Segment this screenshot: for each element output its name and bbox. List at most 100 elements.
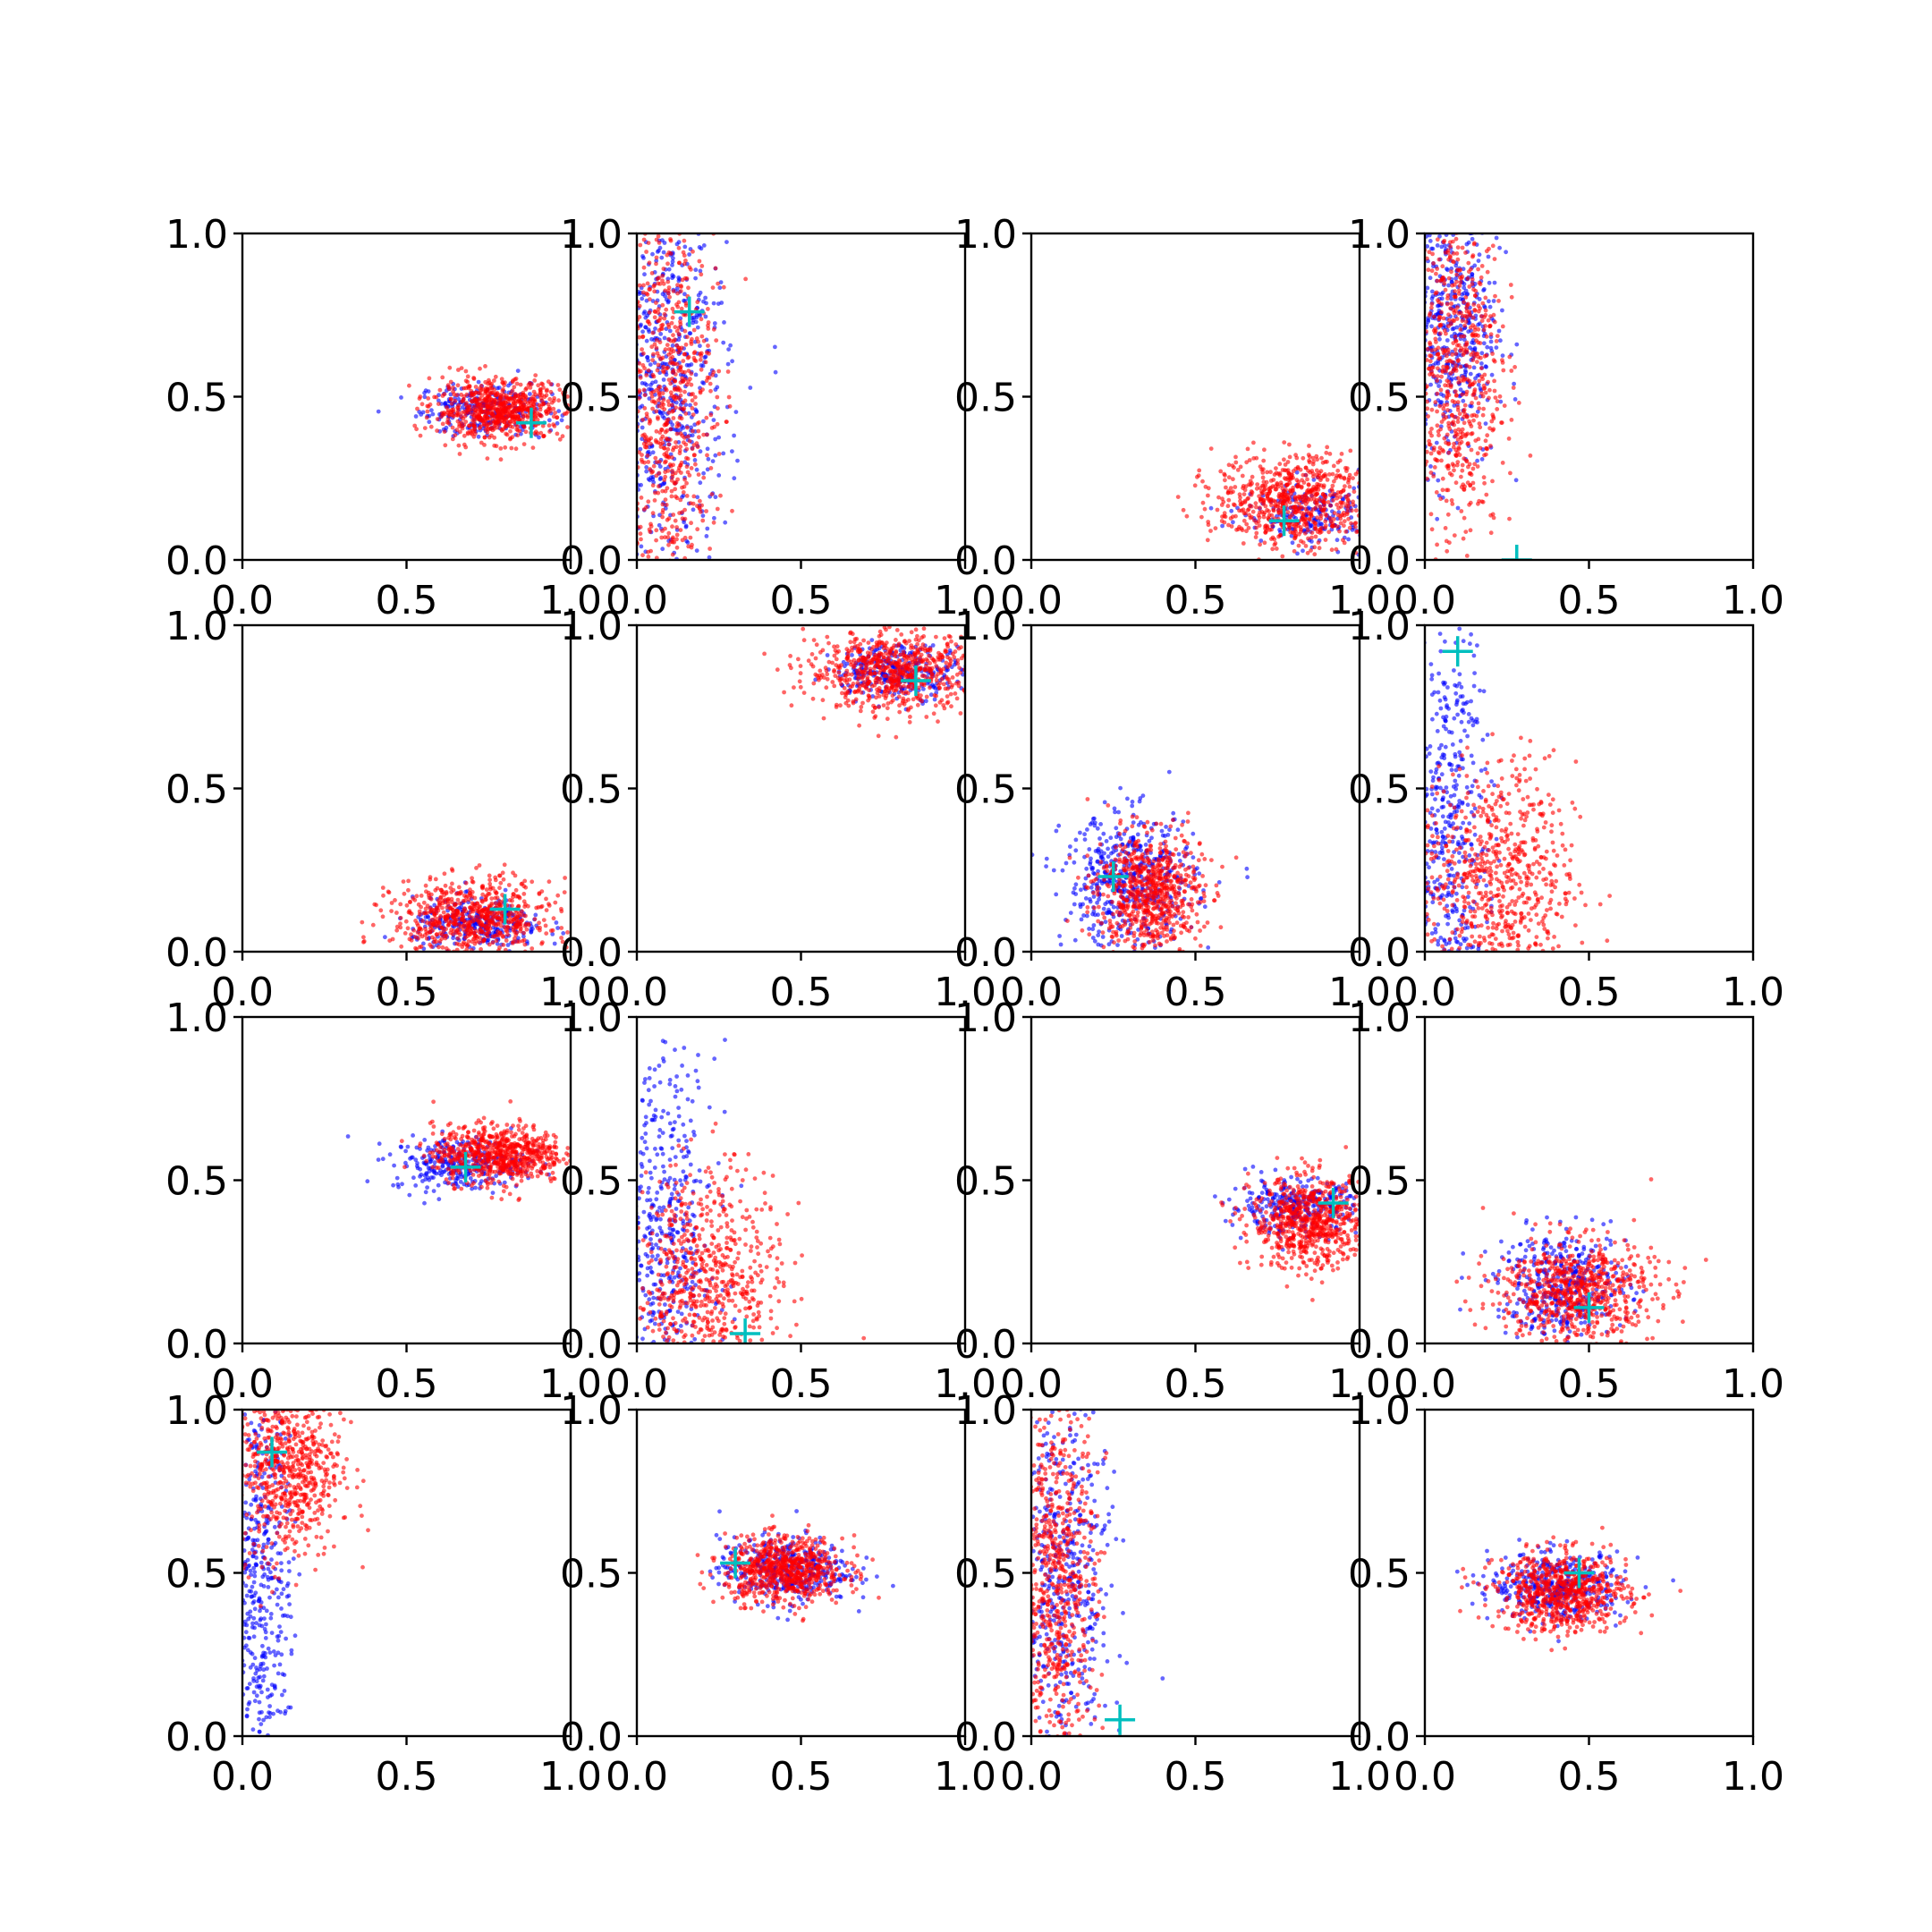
red-point bbox=[1259, 491, 1265, 496]
red-point bbox=[1244, 521, 1250, 527]
red-point bbox=[1455, 419, 1461, 424]
blue-point bbox=[688, 331, 693, 336]
red-point bbox=[1447, 540, 1452, 546]
red-point bbox=[664, 307, 669, 312]
red-point bbox=[1244, 529, 1249, 534]
y-tick-label: 0.0 bbox=[954, 538, 1017, 584]
red-point bbox=[459, 420, 464, 425]
red-point bbox=[1465, 442, 1470, 446]
red-point bbox=[1434, 490, 1439, 495]
red-point bbox=[1327, 452, 1333, 456]
red-point bbox=[709, 492, 715, 496]
red-point bbox=[492, 435, 497, 440]
red-point bbox=[676, 245, 682, 250]
red-point bbox=[487, 417, 493, 421]
blue-point bbox=[1294, 470, 1300, 475]
red-point bbox=[486, 394, 491, 399]
red-point bbox=[695, 445, 700, 450]
red-point bbox=[1447, 318, 1452, 323]
blue-point bbox=[674, 400, 679, 405]
red-point bbox=[1231, 477, 1235, 482]
red-point bbox=[466, 386, 471, 391]
red-point bbox=[664, 503, 669, 507]
red-point bbox=[1462, 484, 1467, 489]
blue-point bbox=[1309, 523, 1314, 529]
blue-point bbox=[640, 436, 645, 442]
red-point bbox=[459, 392, 464, 397]
blue-point bbox=[422, 394, 428, 400]
red-point bbox=[656, 490, 661, 496]
red-point bbox=[638, 524, 643, 530]
red-point bbox=[646, 460, 651, 464]
red-point bbox=[1232, 465, 1236, 470]
red-point bbox=[665, 261, 670, 267]
blue-point bbox=[1449, 334, 1454, 339]
red-point bbox=[651, 374, 657, 379]
blue-point bbox=[1463, 369, 1469, 375]
red-point bbox=[489, 397, 494, 402]
red-point bbox=[1436, 366, 1440, 371]
red-point bbox=[1323, 525, 1327, 530]
red-point bbox=[638, 531, 643, 537]
red-point bbox=[1350, 508, 1354, 513]
red-point bbox=[541, 434, 546, 439]
blue-point bbox=[1439, 400, 1445, 404]
blue-point bbox=[1437, 336, 1442, 342]
blue-point bbox=[700, 513, 706, 518]
red-point bbox=[1462, 487, 1467, 492]
red-point bbox=[1490, 479, 1495, 484]
red-point bbox=[1315, 515, 1320, 521]
red-point bbox=[687, 438, 692, 444]
blue-point bbox=[723, 520, 728, 525]
blue-point bbox=[1476, 258, 1481, 263]
red-point bbox=[1436, 317, 1442, 322]
red-point bbox=[1473, 438, 1479, 443]
red-point bbox=[489, 411, 495, 416]
blue-point bbox=[693, 319, 699, 325]
red-point bbox=[1468, 500, 1473, 505]
red-point bbox=[469, 407, 473, 412]
red-point bbox=[640, 453, 644, 457]
red-point bbox=[1477, 421, 1482, 426]
red-point bbox=[495, 392, 500, 396]
blue-point bbox=[1220, 523, 1224, 529]
red-point bbox=[698, 357, 703, 362]
red-point bbox=[456, 443, 462, 448]
red-point bbox=[1458, 364, 1463, 369]
red-point bbox=[1280, 554, 1285, 559]
red-point bbox=[402, 891, 407, 896]
red-point bbox=[1481, 406, 1486, 411]
red-point bbox=[1323, 519, 1328, 524]
red-point bbox=[656, 233, 661, 239]
blue-point bbox=[1454, 325, 1460, 330]
red-point bbox=[1352, 489, 1357, 495]
red-point bbox=[483, 364, 487, 369]
red-point bbox=[1464, 414, 1470, 419]
red-point bbox=[440, 945, 445, 950]
blue-point bbox=[1458, 387, 1463, 392]
red-point bbox=[1445, 301, 1450, 307]
blue-point bbox=[1513, 397, 1518, 402]
red-point bbox=[440, 421, 445, 427]
red-point bbox=[420, 919, 425, 923]
blue-point bbox=[681, 425, 686, 430]
red-point bbox=[699, 272, 704, 277]
red-point bbox=[696, 339, 700, 344]
red-point bbox=[465, 430, 470, 436]
red-point bbox=[683, 312, 688, 318]
red-point bbox=[1313, 534, 1318, 539]
red-point bbox=[639, 496, 644, 500]
red-point bbox=[498, 457, 504, 462]
red-point bbox=[477, 386, 482, 391]
x-tick-label: 0.0 bbox=[211, 578, 274, 623]
red-point bbox=[642, 393, 648, 398]
red-point bbox=[1528, 453, 1533, 458]
blue-point bbox=[705, 467, 710, 472]
red-point bbox=[1273, 504, 1278, 509]
red-point bbox=[509, 396, 514, 401]
red-point bbox=[660, 434, 665, 439]
red-point bbox=[708, 381, 713, 386]
red-point bbox=[648, 441, 653, 446]
red-point bbox=[1250, 509, 1256, 514]
